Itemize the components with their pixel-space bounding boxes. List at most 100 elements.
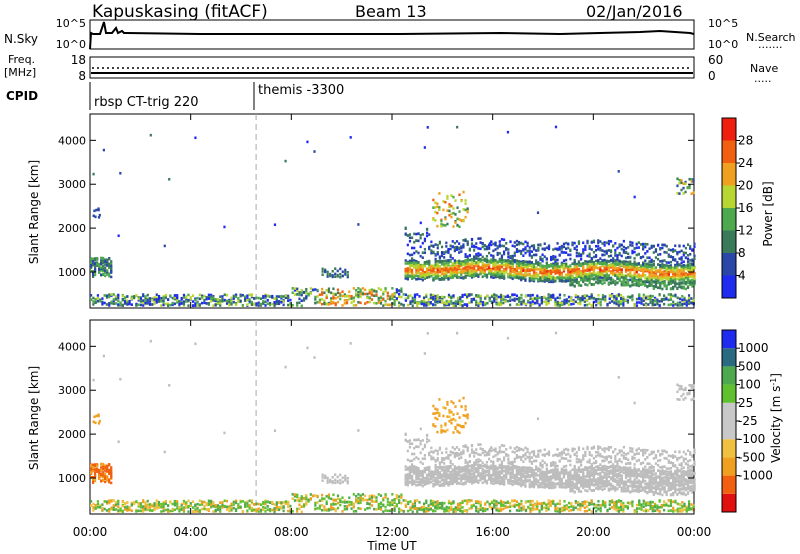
power-cell <box>639 280 643 283</box>
power-cell <box>642 299 645 303</box>
velocity-cell <box>219 510 222 513</box>
power-cell <box>421 265 424 269</box>
power-cell <box>558 278 561 282</box>
power-cell <box>462 190 465 194</box>
power-cell <box>466 271 469 275</box>
freq-tick-top: 18 <box>71 53 86 67</box>
power-cell <box>685 299 688 303</box>
power-cell <box>635 253 638 257</box>
power-cell <box>658 300 661 303</box>
power-cell <box>691 271 694 275</box>
power-cell <box>423 270 427 274</box>
power-cell <box>434 206 437 209</box>
velocity-cell <box>359 494 362 497</box>
power-cell <box>462 245 465 249</box>
power-cell <box>447 275 450 278</box>
power-cell <box>494 243 497 247</box>
velocity-cell <box>148 509 152 512</box>
power-cell <box>456 217 459 221</box>
velocity-cell <box>212 501 215 504</box>
power-cell <box>425 228 429 231</box>
power-cell <box>597 293 600 297</box>
power-cell <box>246 296 249 299</box>
power-cell <box>379 300 383 303</box>
power-cell <box>456 298 460 301</box>
velocity-cell <box>96 505 99 509</box>
power-cell <box>339 297 342 301</box>
velocity-cell <box>110 507 113 511</box>
power-cell <box>676 296 679 300</box>
power-cell <box>583 300 586 304</box>
power-cell <box>419 272 422 275</box>
power-cell <box>562 268 566 271</box>
power-cell <box>603 241 606 244</box>
power-cell <box>517 264 521 267</box>
power-cell <box>495 294 498 297</box>
power-cell <box>674 258 677 261</box>
power-cell <box>275 295 278 298</box>
power-cell <box>624 270 628 274</box>
power-cell <box>464 275 467 279</box>
power-cell <box>552 254 555 258</box>
power-cell <box>393 299 396 302</box>
velocity-cell <box>334 508 337 511</box>
power-cell <box>583 303 586 307</box>
power-cell <box>505 271 508 274</box>
power-cell <box>689 245 692 248</box>
power-cell <box>663 264 666 267</box>
power-cell <box>200 295 204 299</box>
power-cell <box>633 267 636 270</box>
power-cell <box>680 181 683 185</box>
power-cell <box>511 298 514 302</box>
power-cell <box>452 195 455 199</box>
velocity-cell <box>207 507 210 511</box>
power-cell <box>443 268 446 272</box>
power-cell <box>488 269 491 273</box>
power-cell <box>556 247 559 251</box>
power-cell <box>434 297 437 301</box>
velocity-cell <box>293 499 297 502</box>
power-cell <box>306 140 309 144</box>
power-cell <box>419 268 422 271</box>
velocity-cell <box>268 501 272 504</box>
velocity-cell <box>266 508 269 511</box>
power-cell <box>464 253 467 256</box>
power-cell <box>565 258 568 262</box>
power-cell <box>579 272 583 275</box>
power-cell <box>560 250 563 254</box>
power-cell <box>146 298 149 302</box>
power-cell <box>460 199 463 203</box>
velocity-cell <box>210 505 213 509</box>
velocity-cell <box>447 499 451 503</box>
power-cell <box>515 303 519 306</box>
power-cell <box>359 295 362 298</box>
velocity-cell <box>345 505 349 509</box>
power-cell <box>547 269 551 273</box>
power-cell <box>357 290 360 294</box>
velocity-cell <box>114 502 118 506</box>
power-cell <box>646 262 649 266</box>
power-cell <box>182 296 186 299</box>
power-cell <box>440 225 443 228</box>
power-cell <box>590 293 593 296</box>
velocity-cell <box>368 502 371 506</box>
velocity-cell <box>377 493 380 496</box>
power-cell <box>605 274 608 278</box>
power-cell <box>164 293 167 297</box>
power-cell <box>459 297 462 301</box>
power-cell <box>121 304 124 308</box>
power-cell <box>461 304 464 308</box>
power-cell <box>629 273 632 276</box>
power-cell <box>588 281 591 285</box>
power-cell <box>203 294 206 298</box>
power-cell <box>644 283 647 287</box>
power-cell <box>680 188 683 192</box>
power-cell <box>259 302 263 306</box>
power-cell <box>635 282 638 285</box>
velocity-cell <box>157 503 161 507</box>
power-cell <box>545 246 548 250</box>
power-cell <box>440 272 444 276</box>
velocity-cell <box>298 497 301 500</box>
power-cell <box>601 242 604 245</box>
power-cell <box>594 277 598 281</box>
